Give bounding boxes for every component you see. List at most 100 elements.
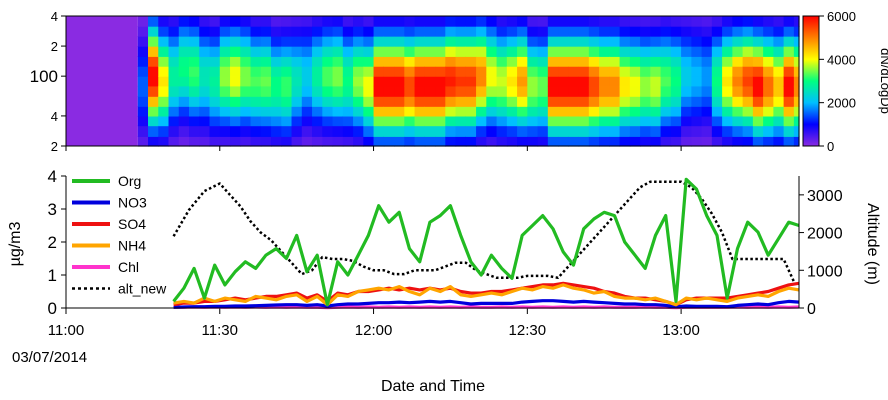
heatmap-cell — [394, 26, 405, 37]
heatmap-cell — [537, 66, 549, 77]
heatmap-cell — [342, 66, 354, 77]
heatmap-cell — [435, 125, 446, 137]
colorbar-ticks: 0 2000 4000 6000 — [819, 9, 856, 154]
heatmap-cell — [793, 115, 800, 127]
heatmap-cell — [486, 106, 498, 117]
heatmap-cell — [486, 136, 498, 147]
heatmap-cell — [455, 106, 467, 117]
heatmap-cell — [230, 46, 241, 57]
heatmap-cell — [527, 66, 539, 77]
heatmap-cell — [260, 56, 272, 67]
heatmap-cell — [240, 66, 252, 77]
heatmap-cell — [199, 36, 211, 47]
heatmap-cell — [260, 26, 272, 37]
heatmap-cell — [219, 136, 231, 147]
heatmap-cell — [383, 76, 395, 87]
heatmap-cell — [291, 115, 303, 127]
heatmap-cell — [599, 76, 610, 87]
line-panel: 11:00 11:30 12:00 12:30 13:00 0 1 2 3 4 0 1000 200… — [7, 167, 881, 395]
heatmap-cell — [363, 36, 375, 47]
heatmap-cell — [199, 106, 211, 117]
heatmap-cell — [640, 56, 651, 67]
heatmap-cell — [137, 136, 149, 147]
heatmap-cell — [681, 76, 692, 87]
heatmap-x-ticks — [65, 146, 682, 151]
heatmap-cell — [230, 26, 241, 37]
heatmap-cell — [383, 56, 395, 67]
heatmap-cell — [609, 16, 621, 27]
heatmap-cell — [465, 56, 477, 67]
heatmap-cell — [722, 36, 733, 47]
heatmap-cell — [476, 16, 487, 27]
heatmap-cell — [312, 76, 323, 87]
heatmap-cell — [209, 66, 221, 77]
heatmap-cell — [219, 36, 231, 47]
heatmap-cell — [424, 26, 436, 37]
heatmap-cell — [537, 46, 549, 57]
heatmap-cell — [681, 66, 692, 77]
heatmap-cell — [681, 136, 692, 147]
heatmap-cell — [742, 16, 754, 27]
heatmap-cell — [312, 106, 323, 117]
heatmap-cell — [342, 85, 354, 97]
heatmap-cell — [588, 96, 600, 107]
heatmap-cell — [353, 125, 364, 137]
heatmap-cell — [588, 125, 600, 137]
heatmap-cell — [599, 36, 610, 47]
heatmap-cell — [322, 46, 334, 57]
heatmap-cell — [219, 26, 231, 37]
heatmap-cell — [517, 85, 528, 97]
heatmap-cell — [260, 46, 272, 57]
colorbar-frame — [802, 15, 820, 147]
heatmap-cell — [722, 115, 733, 127]
heatmap-cell — [578, 76, 590, 87]
heatmap-cell — [609, 85, 621, 97]
heatmap-cell — [383, 36, 395, 47]
heatmap-cell — [168, 76, 180, 87]
line-x-tick-label: 11:00 — [48, 322, 84, 339]
heatmap-cell — [629, 115, 641, 127]
heatmap-cell — [701, 46, 713, 57]
heatmap-cell — [588, 26, 600, 37]
heatmap-cell — [650, 125, 662, 137]
heatmap-cell — [711, 16, 723, 27]
heatmap-cell — [732, 26, 744, 37]
heatmap-cell — [783, 106, 795, 117]
heatmap-cell — [435, 76, 446, 87]
heatmap-cell — [629, 106, 641, 117]
heatmap-cell — [465, 85, 477, 97]
heatmap-cell — [260, 96, 272, 107]
heatmap-cell — [209, 136, 221, 147]
heatmap-cell — [414, 66, 426, 77]
heatmap-cell — [281, 85, 293, 97]
line-y-tick-label: 4 — [48, 167, 57, 186]
heatmap-cell — [629, 36, 641, 47]
heatmap-cell — [527, 56, 539, 67]
heatmap-cell — [629, 85, 641, 97]
heatmap-cell — [250, 16, 262, 27]
heatmap-cell — [650, 106, 662, 117]
heatmap-cell — [312, 16, 323, 27]
heatmap-cell — [332, 96, 344, 107]
heatmap-cell — [752, 106, 764, 117]
heatmap-cell — [291, 56, 303, 67]
heatmap-cell — [230, 76, 241, 87]
heatmap-cell — [424, 66, 436, 77]
heatmap-cell — [189, 96, 200, 107]
heatmap-cell — [178, 16, 190, 27]
heatmap-cell — [158, 36, 170, 47]
heatmap-cell — [271, 76, 282, 87]
heatmap-cell — [578, 125, 590, 137]
heatmap-cell — [783, 85, 795, 97]
heatmap-cell — [414, 56, 426, 67]
heatmap-cell — [650, 115, 662, 127]
heatmap-cell — [404, 106, 416, 117]
heatmap-cell — [148, 85, 159, 97]
heatmap-cell — [383, 136, 395, 147]
heatmap-cell — [783, 36, 795, 47]
heatmap-cell — [670, 76, 682, 87]
heatmap-cell — [394, 36, 405, 47]
heatmap-cell — [681, 125, 692, 137]
heatmap-cell — [619, 16, 631, 27]
heatmap-cell — [363, 66, 375, 77]
